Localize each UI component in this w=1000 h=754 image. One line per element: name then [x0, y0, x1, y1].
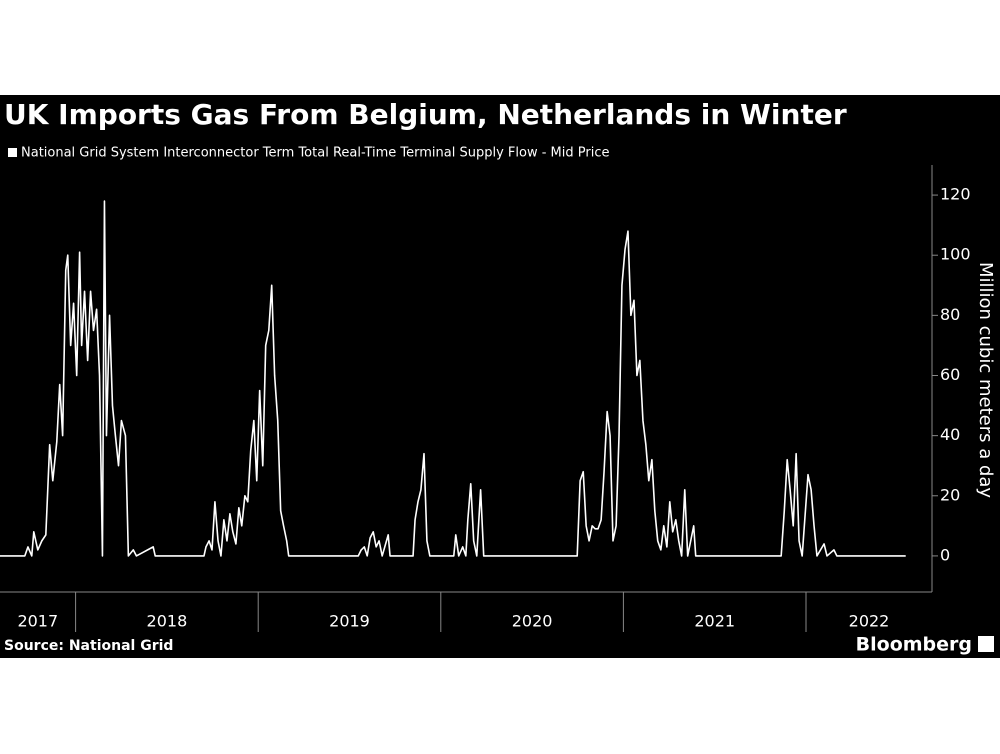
x-tick-label: 2018	[147, 612, 188, 631]
y-tick-label: 0	[940, 545, 950, 564]
x-tick-label: 2020	[512, 612, 553, 631]
x-tick-label: 2019	[329, 612, 370, 631]
chart-title: UK Imports Gas From Belgium, Netherlands…	[4, 98, 847, 131]
x-tick-label: 2021	[694, 612, 735, 631]
y-axis-label: Million cubic meters a day	[975, 262, 996, 498]
y-tick-label: 100	[940, 245, 971, 264]
y-tick-label: 40	[940, 425, 960, 444]
brand-icon	[978, 636, 994, 652]
data-line	[0, 200, 906, 557]
x-tick-label: 2017	[17, 612, 58, 631]
brand: Bloomberg	[856, 634, 972, 656]
panel	[0, 95, 1000, 658]
y-tick-label: 20	[940, 485, 960, 504]
x-tick-label: 2022	[849, 612, 890, 631]
legend-swatch	[8, 148, 17, 157]
legend-label: National Grid System Interconnector Term…	[21, 146, 609, 161]
y-tick-label: 120	[940, 185, 971, 204]
y-tick-label: 60	[940, 365, 960, 384]
source: Source: National Grid	[4, 638, 173, 654]
y-tick-label: 80	[940, 305, 960, 324]
